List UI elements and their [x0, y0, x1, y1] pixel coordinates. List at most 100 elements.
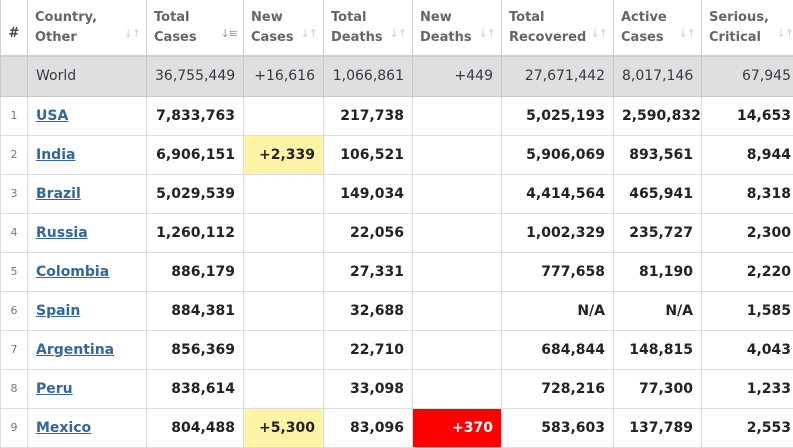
- new-deaths-cell: [413, 369, 502, 408]
- country-cell: World: [28, 56, 147, 96]
- serious-critical-cell: 4,043: [702, 330, 793, 369]
- total-recovered-cell: N/A: [502, 291, 614, 330]
- total-deaths-cell: 33,098: [324, 369, 413, 408]
- header-total-deaths[interactable]: Total Deaths ↓↑: [324, 0, 413, 56]
- total-deaths-cell: 32,688: [324, 291, 413, 330]
- total-cases-cell: 884,381: [147, 291, 244, 330]
- total-recovered-cell: 5,906,069: [502, 135, 614, 174]
- country-link[interactable]: Spain: [36, 303, 80, 319]
- total-cases-cell: 856,369: [147, 330, 244, 369]
- header-total-recovered[interactable]: Total Recovered ↓↑: [502, 0, 614, 56]
- country-cell: Brazil: [28, 174, 147, 213]
- country-link[interactable]: Argentina: [36, 342, 114, 358]
- sort-updown-icon[interactable]: ↓↑: [679, 24, 695, 44]
- header-serious-critical-line2: Critical: [709, 30, 761, 45]
- new-deaths-cell: [413, 174, 502, 213]
- total-deaths-cell: 149,034: [324, 174, 413, 213]
- serious-critical-cell: 2,553: [702, 408, 793, 447]
- sort-descending-icon[interactable]: ↓≡: [221, 24, 237, 44]
- total-cases-cell: 5,029,539: [147, 174, 244, 213]
- total-deaths-cell: 27,331: [324, 252, 413, 291]
- header-new-cases[interactable]: New Cases ↓↑: [244, 0, 324, 56]
- active-cases-cell: 465,941: [614, 174, 702, 213]
- active-cases-cell: 81,190: [614, 252, 702, 291]
- table-header: # Country, Other ↓↑ Total Cases ↓≡ New C…: [1, 0, 793, 56]
- serious-critical-cell: 14,653: [702, 96, 793, 135]
- new-deaths-cell: [413, 330, 502, 369]
- country-cell: Mexico: [28, 408, 147, 447]
- header-active-cases[interactable]: Active Cases ↓↑: [614, 0, 702, 56]
- country-cell: Peru: [28, 369, 147, 408]
- sort-updown-icon[interactable]: ↓↑: [777, 24, 793, 44]
- header-total-cases-line2: Cases: [154, 30, 197, 45]
- total-cases-cell: 6,906,151: [147, 135, 244, 174]
- world-total-row: World 36,755,449 +16,616 1,066,861 +449 …: [1, 56, 793, 96]
- header-total-cases-line1: Total: [154, 10, 190, 25]
- header-new-deaths-line1: New: [420, 10, 452, 25]
- active-cases-cell: N/A: [614, 291, 702, 330]
- header-total-recovered-line2: Recovered: [509, 30, 586, 45]
- country-cell: Colombia: [28, 252, 147, 291]
- header-new-deaths[interactable]: New Deaths ↓↑: [413, 0, 502, 56]
- new-cases-cell: [244, 213, 324, 252]
- active-cases-cell: 8,017,146: [614, 56, 702, 96]
- header-active-cases-line1: Active: [621, 10, 667, 25]
- country-link[interactable]: Russia: [36, 225, 88, 241]
- country-cell: Russia: [28, 213, 147, 252]
- header-rank[interactable]: #: [1, 0, 28, 56]
- new-deaths-cell: +370: [413, 408, 502, 447]
- new-cases-cell: +5,300: [244, 408, 324, 447]
- country-cell: Spain: [28, 291, 147, 330]
- sort-updown-icon[interactable]: ↓↑: [479, 24, 495, 44]
- serious-critical-cell: 1,585: [702, 291, 793, 330]
- country-link[interactable]: India: [36, 147, 75, 163]
- total-cases-cell: 7,833,763: [147, 96, 244, 135]
- header-total-cases[interactable]: Total Cases ↓≡: [147, 0, 244, 56]
- total-deaths-cell: 106,521: [324, 135, 413, 174]
- rank-cell: [1, 56, 28, 96]
- total-recovered-cell: 5,025,193: [502, 96, 614, 135]
- sort-updown-icon[interactable]: ↓↑: [390, 24, 406, 44]
- rank-cell: 4: [1, 213, 28, 252]
- sort-updown-icon[interactable]: ↓↑: [124, 24, 140, 44]
- new-deaths-cell: [413, 96, 502, 135]
- total-recovered-cell: 27,671,442: [502, 56, 614, 96]
- country-link[interactable]: Mexico: [36, 420, 91, 436]
- country-link[interactable]: Colombia: [36, 264, 109, 280]
- header-serious-critical[interactable]: Serious, Critical ↓↑: [702, 0, 793, 56]
- country-cell: Argentina: [28, 330, 147, 369]
- total-deaths-cell: 1,066,861: [324, 56, 413, 96]
- new-cases-cell: +2,339: [244, 135, 324, 174]
- sort-updown-icon[interactable]: ↓↑: [591, 24, 607, 44]
- new-cases-cell: [244, 252, 324, 291]
- header-serious-critical-line1: Serious,: [709, 10, 769, 25]
- total-cases-cell: 804,488: [147, 408, 244, 447]
- total-cases-cell: 886,179: [147, 252, 244, 291]
- new-deaths-cell: [413, 291, 502, 330]
- header-total-deaths-line2: Deaths: [331, 30, 383, 45]
- total-recovered-cell: 684,844: [502, 330, 614, 369]
- rank-cell: 1: [1, 96, 28, 135]
- rank-cell: 9: [1, 408, 28, 447]
- rank-cell: 7: [1, 330, 28, 369]
- total-deaths-cell: 22,056: [324, 213, 413, 252]
- header-country[interactable]: Country, Other ↓↑: [28, 0, 147, 56]
- serious-critical-cell: 8,944: [702, 135, 793, 174]
- sort-updown-icon[interactable]: ↓↑: [301, 24, 317, 44]
- new-cases-cell: +16,616: [244, 56, 324, 96]
- new-cases-cell: [244, 369, 324, 408]
- active-cases-cell: 235,727: [614, 213, 702, 252]
- total-recovered-cell: 728,216: [502, 369, 614, 408]
- country-link[interactable]: Peru: [36, 381, 73, 397]
- total-cases-cell: 36,755,449: [147, 56, 244, 96]
- header-total-recovered-line1: Total: [509, 10, 545, 25]
- country-link[interactable]: Brazil: [36, 186, 81, 202]
- country-link[interactable]: USA: [36, 108, 68, 124]
